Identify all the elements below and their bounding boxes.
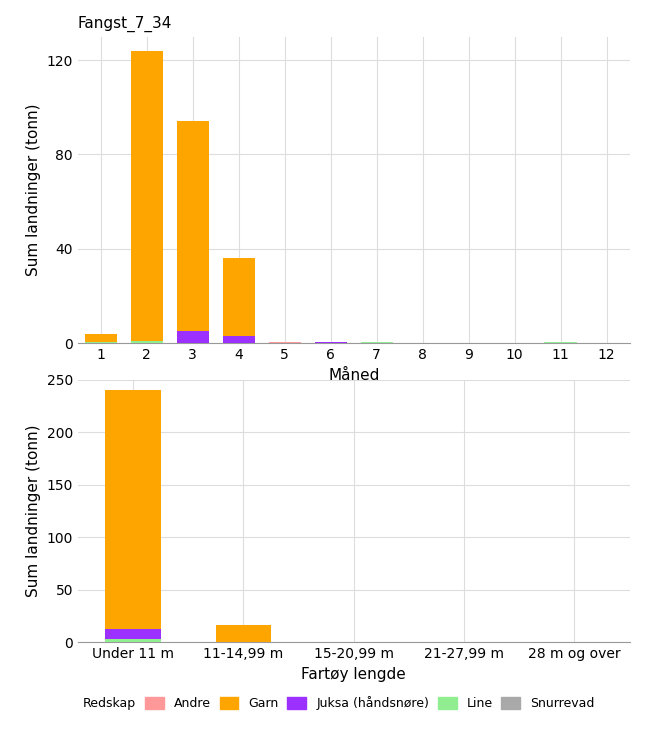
Bar	[85, 334, 117, 342]
Bar	[215, 625, 271, 642]
Bar	[130, 341, 163, 343]
Y-axis label: Sum landninger (tonn): Sum landninger (tonn)	[26, 425, 41, 597]
Bar	[177, 331, 209, 343]
Bar	[105, 390, 161, 629]
Legend: Redskap, Andre, Garn, Juksa (håndsnøre), Line, Snurrevad: Redskap, Andre, Garn, Juksa (håndsnøre),…	[48, 690, 601, 716]
Bar	[105, 629, 161, 639]
Y-axis label: Sum landninger (tonn): Sum landninger (tonn)	[26, 104, 41, 276]
Bar	[85, 342, 117, 343]
Bar	[223, 336, 255, 343]
Bar	[223, 258, 255, 336]
X-axis label: Fartøy lengde: Fartøy lengde	[301, 666, 406, 682]
Bar	[130, 50, 163, 341]
Bar	[177, 121, 209, 331]
Text: Fangst_7_34: Fangst_7_34	[78, 16, 172, 32]
Bar	[105, 639, 161, 642]
X-axis label: Måned: Måned	[328, 367, 380, 383]
